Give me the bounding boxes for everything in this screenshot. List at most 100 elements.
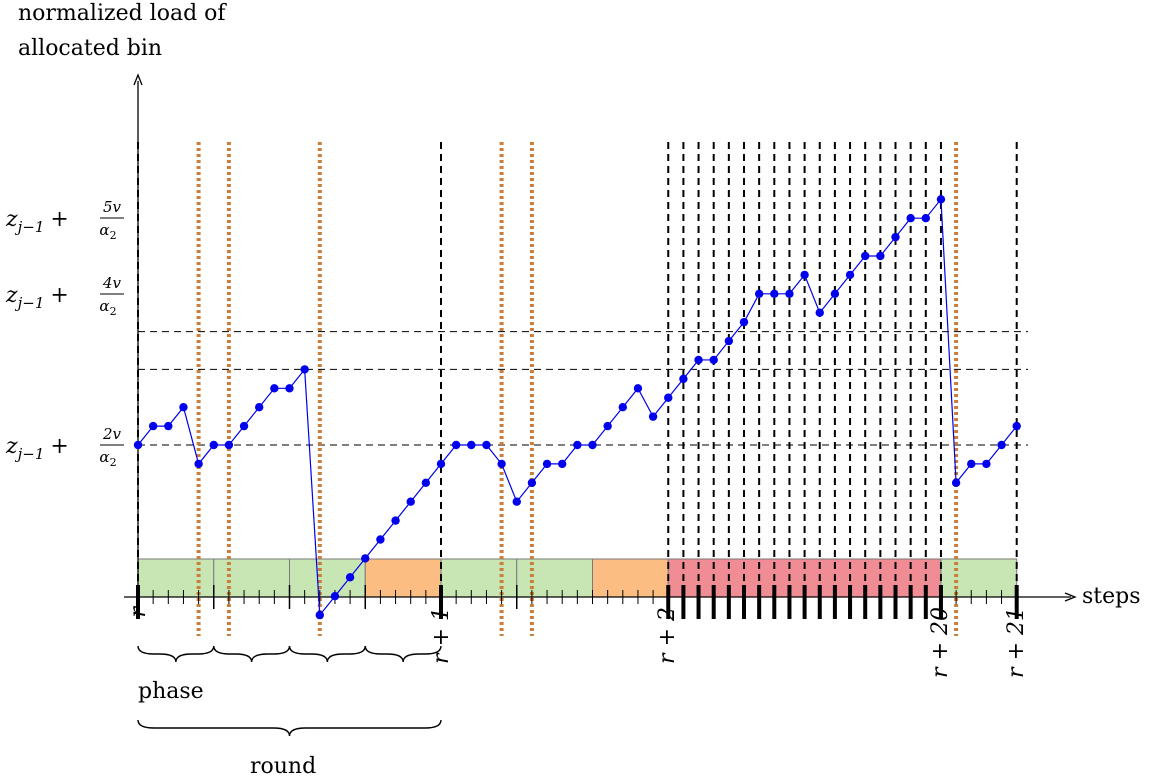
load-point <box>982 459 991 469</box>
load-point <box>285 384 294 393</box>
load-point <box>618 403 627 412</box>
braces <box>137 645 442 737</box>
load-point <box>861 251 870 261</box>
load-point <box>255 403 264 412</box>
load-point <box>891 232 900 242</box>
load-point <box>482 440 491 450</box>
phase-brace <box>137 645 215 663</box>
x-label-r-plus-2: r + 2 <box>655 607 680 664</box>
y-level-num: 5v <box>103 198 122 216</box>
load-point <box>936 195 946 204</box>
load-point <box>497 459 506 469</box>
load-point <box>633 384 643 393</box>
y-level-num: 2v <box>102 425 122 443</box>
y-level-sub: j−1 <box>15 218 45 236</box>
y-level-den: α <box>99 221 109 239</box>
load-point <box>406 497 415 506</box>
svg-text:zj−1+: zj−1 + <box>5 283 69 312</box>
load-line <box>137 197 1018 617</box>
load-point <box>467 440 476 450</box>
phase-bar-green <box>516 558 593 598</box>
phase-bar-green <box>940 558 1018 598</box>
x-label-r-plus-21: r + 21 <box>1004 607 1029 678</box>
x-label-r: r <box>126 606 151 618</box>
y-level-plus: + <box>50 434 68 459</box>
load-point <box>345 573 355 582</box>
load-point <box>906 214 915 223</box>
load-point <box>391 516 400 525</box>
load-point <box>845 270 855 280</box>
y-level-den-sub: 2 <box>110 229 117 242</box>
phase-bar-orange <box>592 558 669 598</box>
load-point <box>679 374 688 384</box>
load-point <box>148 421 158 431</box>
phase-brace <box>213 645 291 663</box>
load-point <box>527 478 537 487</box>
load-point <box>754 289 764 298</box>
load-point <box>830 289 840 298</box>
svg-text:α2: α2 <box>99 297 116 318</box>
axes <box>124 73 1077 619</box>
load-point <box>164 421 173 431</box>
y-level-den: α <box>99 297 109 315</box>
y-level-den: α <box>99 448 109 466</box>
y-level-label-4v: zj−1 + 4v α2 <box>5 274 124 318</box>
x-label-r-plus-20: r + 20 <box>928 607 953 678</box>
phase-bar-orange <box>364 558 442 598</box>
load-point <box>876 251 885 261</box>
load-point <box>133 440 143 450</box>
load-point <box>739 317 749 327</box>
y-level-num: 4v <box>102 274 122 292</box>
load-point <box>1012 421 1021 431</box>
svg-text:α2: α2 <box>99 221 116 242</box>
load-point <box>603 421 612 431</box>
y-level-sub: j−1 <box>15 445 45 463</box>
load-point <box>451 440 461 450</box>
load-point <box>421 478 431 487</box>
phase-bar-green <box>137 558 215 598</box>
load-point <box>967 459 976 469</box>
x-axis-arrow <box>1064 592 1077 602</box>
load-point <box>209 440 218 450</box>
phase-brace <box>288 645 366 663</box>
x-label-r-plus-1: r + 1 <box>429 607 454 664</box>
load-point <box>512 497 521 506</box>
load-point <box>573 440 582 450</box>
phase-bar-green <box>213 558 290 598</box>
x-axis-title: steps <box>1082 584 1141 609</box>
load-point <box>694 355 703 365</box>
svg-text:zj−1+: zj−1 + <box>5 434 69 463</box>
svg-text:α2: α2 <box>99 448 116 469</box>
load-point <box>709 355 718 365</box>
load-point <box>724 336 734 346</box>
load-point <box>436 459 446 469</box>
load-point <box>179 403 188 412</box>
y-level-plus: + <box>50 207 68 232</box>
load-point <box>194 459 203 469</box>
load-point <box>542 459 552 469</box>
phase-bar-green <box>440 558 518 598</box>
load-point <box>239 421 249 431</box>
phase-brace <box>364 645 442 663</box>
y-level-sub: j−1 <box>15 294 45 312</box>
y-level-den-sub: 2 <box>110 305 117 318</box>
svg-text:zj−1+: zj−1 + <box>5 207 69 236</box>
load-point <box>997 440 1006 450</box>
load-point <box>300 365 309 374</box>
load-point <box>270 384 279 393</box>
round-brace <box>137 719 442 737</box>
y-axis-arrow <box>133 73 143 86</box>
load-point <box>588 440 597 450</box>
y-level-z: z <box>5 207 18 232</box>
load-point <box>770 289 779 298</box>
load-point <box>785 289 794 298</box>
y-level-z: z <box>5 434 18 459</box>
load-point <box>648 412 658 421</box>
load-point <box>800 270 809 280</box>
load-point <box>664 393 673 402</box>
y-axis-title-line-2: allocated bin <box>18 36 162 61</box>
round-label: round <box>250 754 316 779</box>
load-point <box>921 214 930 223</box>
load-point <box>330 592 340 601</box>
